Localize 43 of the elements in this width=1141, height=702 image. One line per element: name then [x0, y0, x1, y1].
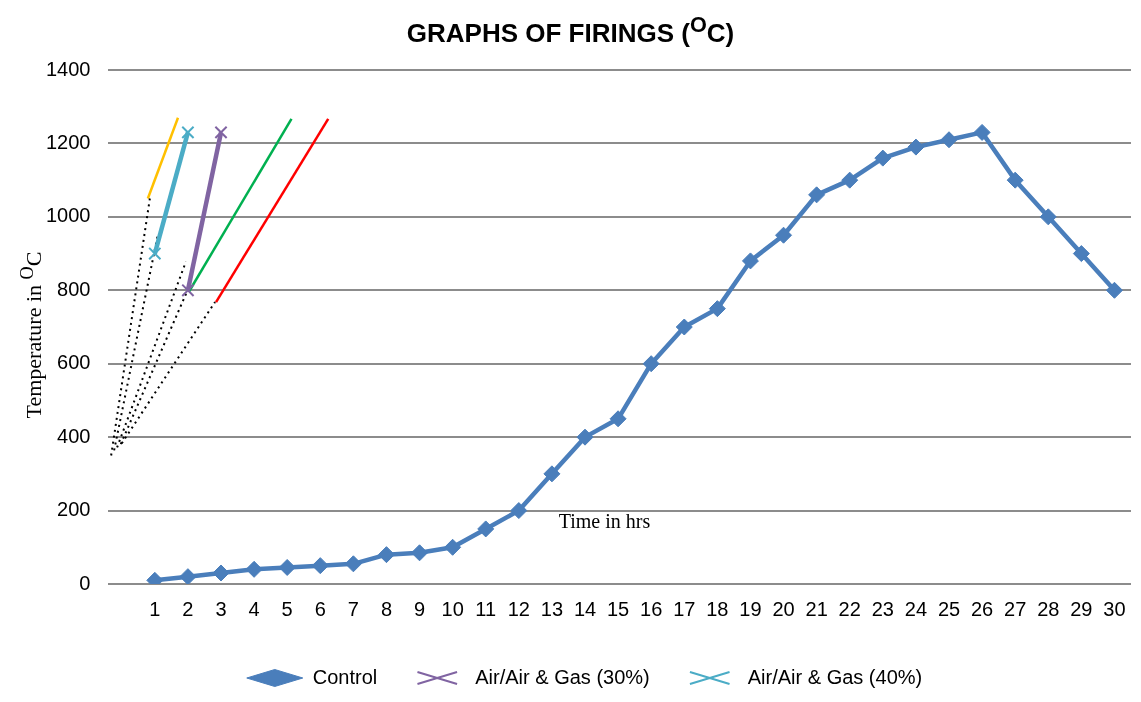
y-tick-label: 1400 [45, 57, 91, 80]
x-tick-label: 18 [706, 597, 729, 620]
y-tick-label: 600 [57, 351, 91, 374]
x-tick-label: 27 [1004, 597, 1027, 620]
x-tick-label: 21 [805, 597, 828, 620]
x-tick-label: 4 [248, 597, 260, 620]
x-tick-label: 29 [1070, 597, 1093, 620]
y-tick-label: 800 [57, 277, 91, 300]
x-tick-label: 10 [441, 597, 464, 620]
chart-title: GRAPHS OF FIRINGS ($^{O}$C) [405, 12, 736, 49]
x-tick-label: 8 [380, 597, 393, 620]
x-tick-label: 17 [673, 597, 696, 620]
x-tick-label: 13 [540, 597, 564, 620]
x-tick-label: 7 [347, 597, 359, 620]
y-tick-label: 1200 [45, 130, 91, 153]
x-tick-label: 22 [838, 597, 861, 620]
x-tick-label: 15 [606, 597, 630, 620]
y-tick-label: 1000 [45, 204, 91, 227]
x-tick-label: 11 [475, 597, 497, 620]
x-tick-label: 25 [937, 597, 961, 620]
x-tick-label: 5 [281, 597, 293, 620]
x-axis-title: Time in hrs [558, 509, 651, 532]
x-tick-label: 24 [904, 597, 928, 620]
x-tick-label: 14 [573, 597, 597, 620]
y-tick-label: 0 [79, 571, 91, 594]
x-tick-label: 9 [413, 597, 426, 620]
legend-label: Control [312, 665, 378, 688]
x-tick-label: 23 [871, 597, 894, 620]
x-tick-label: 1 [149, 597, 161, 620]
x-tick-label: 6 [314, 597, 326, 620]
x-tick-label: 28 [1037, 597, 1060, 620]
x-tick-label: 16 [640, 597, 663, 620]
x-tick-label: 3 [215, 597, 227, 620]
legend-label: Air/Air & Gas (30%) [475, 665, 650, 688]
y-tick-label: 400 [57, 424, 91, 447]
x-tick-label: 2 [182, 597, 194, 620]
x-tick-label: 30 [1103, 597, 1126, 620]
y-tick-label: 200 [57, 498, 91, 521]
x-tick-label: 19 [739, 597, 762, 620]
x-tick-label: 20 [772, 597, 795, 620]
x-tick-label: 26 [970, 597, 994, 620]
x-tick-label: 12 [507, 597, 530, 620]
legend-label: Air/Air & Gas (40%) [747, 665, 923, 688]
